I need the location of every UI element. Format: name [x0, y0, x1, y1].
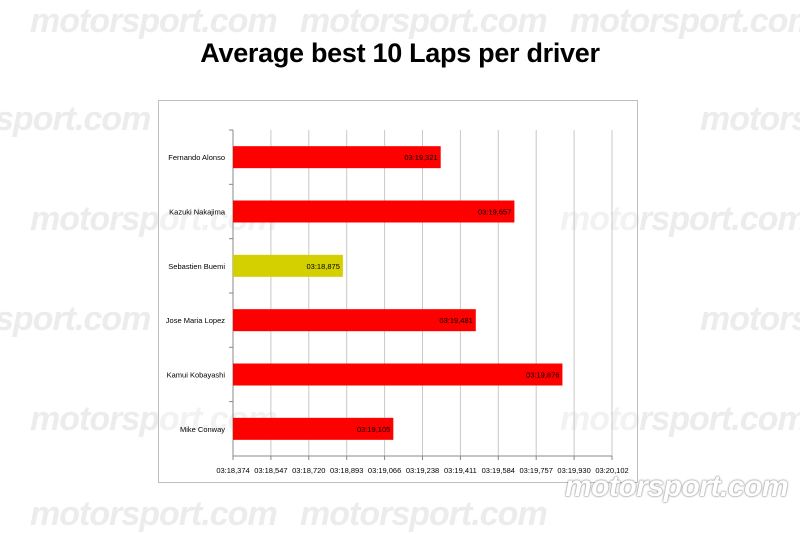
- watermark-text: sport.com: [0, 100, 151, 138]
- data-label: 03:19,105: [357, 425, 390, 434]
- watermark-text: motorsport.com: [570, 2, 800, 40]
- bar: [233, 363, 563, 386]
- watermark-text: sport.com: [0, 300, 151, 338]
- bar: [233, 146, 441, 169]
- category-label: Fernando Alonso: [168, 153, 225, 162]
- watermark-text: motorsport.com: [30, 495, 278, 533]
- bar: [233, 200, 515, 223]
- x-tick-label: 03:19,066: [368, 466, 401, 475]
- bar: [233, 254, 343, 277]
- data-label: 03:18,875: [307, 262, 340, 271]
- watermark-text: motorsport.com: [560, 200, 800, 238]
- watermark-text: motorsport.com: [30, 2, 278, 40]
- x-tick-label: 03:19,584: [482, 466, 515, 475]
- x-tick-label: 03:19,930: [557, 466, 590, 475]
- x-tick-label: 03:18,720: [292, 466, 325, 475]
- category-label: Kamui Kobayashi: [167, 371, 226, 380]
- watermark-text: motors: [700, 100, 800, 138]
- x-tick-label: 03:18,547: [254, 466, 287, 475]
- motorsport-logo: motorsport.com: [564, 470, 789, 503]
- category-label: Kazuki Nakajima: [169, 208, 226, 217]
- data-label: 03:19,481: [439, 316, 472, 325]
- x-tick-label: 03:19,757: [520, 466, 553, 475]
- bar: [233, 417, 394, 440]
- page-title: Average best 10 Laps per driver: [200, 38, 600, 68]
- x-tick-label: 03:19,238: [406, 466, 439, 475]
- x-tick-label: 03:20,102: [595, 466, 628, 475]
- data-label: 03:19,876: [526, 371, 559, 380]
- x-tick-label: 03:18,893: [330, 466, 363, 475]
- x-tick-label: 03:19,411: [444, 466, 477, 475]
- category-label: Jose Maria Lopez: [166, 316, 225, 325]
- watermark-text: motorsport.com: [300, 495, 548, 533]
- watermark-text: motors: [700, 300, 800, 338]
- bar: [233, 309, 476, 332]
- data-label: 03:19,657: [478, 208, 511, 217]
- data-label: 03:19,321: [404, 153, 437, 162]
- category-label: Mike Conway: [180, 425, 225, 434]
- x-tick-label: 03:18,374: [216, 466, 249, 475]
- watermark-text: motorsport.com: [560, 400, 800, 438]
- watermark-text: motorsport.com: [300, 2, 548, 40]
- category-label: Sebastien Buemi: [168, 262, 225, 271]
